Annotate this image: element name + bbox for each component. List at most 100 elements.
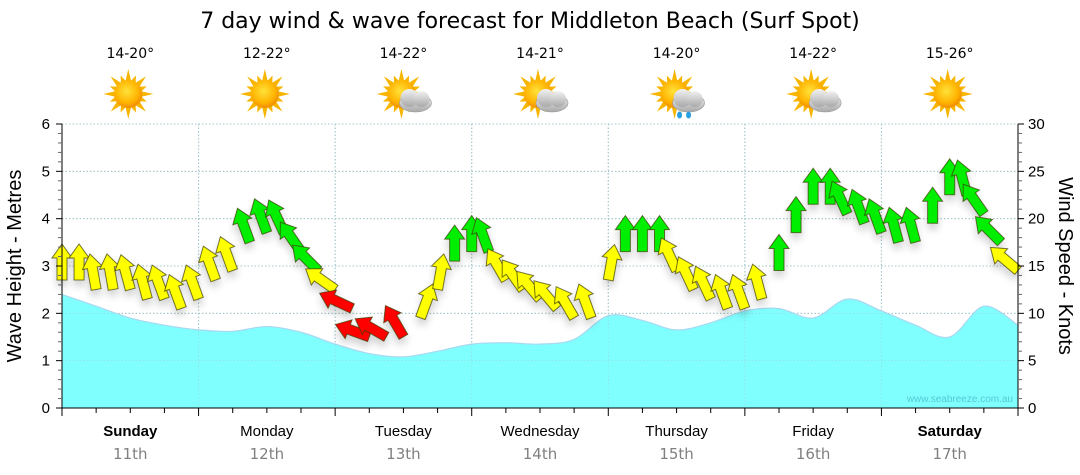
temperature-range: 14-22° bbox=[789, 46, 837, 62]
day-forecast: 14-20° bbox=[649, 46, 705, 119]
wave-area bbox=[62, 294, 1018, 408]
cloud bbox=[399, 89, 432, 113]
wind-arrow bbox=[785, 195, 808, 234]
temperature-range: 15-26° bbox=[926, 46, 974, 62]
sunny-icon bbox=[922, 69, 973, 119]
x-date-label: 13th bbox=[386, 445, 420, 463]
wind-arrow bbox=[232, 207, 256, 245]
sunny-icon bbox=[239, 69, 290, 119]
x-day-label: Wednesday bbox=[501, 423, 580, 440]
sun-ray bbox=[239, 91, 253, 97]
sun-ray bbox=[398, 106, 405, 119]
wind-arrow bbox=[98, 253, 121, 291]
wind-arrow bbox=[710, 273, 734, 311]
wind-arrow bbox=[691, 265, 716, 302]
sun-ray bbox=[808, 106, 815, 119]
day-forecast: 14-22° bbox=[376, 46, 432, 119]
temperature-range: 14-22° bbox=[380, 46, 428, 62]
y-axis-label-right: Wind Speed - Knots bbox=[1054, 177, 1076, 355]
y-tick-label-left: 5 bbox=[42, 163, 50, 180]
x-date-label: 15th bbox=[659, 445, 693, 463]
daily-weather-header: 14-20° 12-22° 14-22° 14-21° 14-20° 14-22° 15-2… bbox=[103, 46, 974, 119]
y-tick-label-right: 20 bbox=[1028, 211, 1045, 228]
wind-arrow bbox=[292, 244, 323, 275]
wind-arrow bbox=[180, 264, 204, 302]
y-tick-label-right: 15 bbox=[1028, 258, 1045, 275]
x-day-label: Tuesday bbox=[375, 423, 432, 440]
sun-ray bbox=[261, 106, 268, 119]
sun-ray bbox=[944, 69, 951, 82]
wind-arrow bbox=[163, 273, 187, 311]
wind-arrow bbox=[727, 273, 751, 311]
wind-arrow bbox=[553, 285, 580, 322]
y-tick-label-left: 6 bbox=[42, 116, 50, 133]
cloud-puff bbox=[550, 91, 566, 107]
sun-ray bbox=[535, 69, 541, 82]
sun-ray bbox=[276, 91, 290, 97]
sun-ray bbox=[103, 91, 117, 97]
y-tick-label-left: 1 bbox=[42, 353, 50, 370]
wind-arrow bbox=[974, 216, 1006, 247]
wind-arrow bbox=[383, 304, 409, 340]
sun-ray bbox=[786, 91, 800, 97]
temperature-range: 12-22° bbox=[243, 46, 291, 62]
y-tick-label-left: 2 bbox=[42, 305, 50, 322]
sun-ray bbox=[140, 91, 154, 97]
wind-arrow bbox=[846, 188, 870, 226]
wind-arrow bbox=[745, 263, 768, 301]
y-axis-label-left: Wave Height - Metres bbox=[4, 170, 26, 363]
wind-arrow bbox=[443, 224, 466, 262]
cloud-puff bbox=[686, 91, 703, 107]
sun-ray bbox=[671, 106, 678, 119]
wind-series bbox=[51, 157, 1022, 343]
cloud-puff bbox=[823, 91, 840, 107]
wind-arrow bbox=[828, 180, 853, 217]
y-tick-label-left: 4 bbox=[42, 211, 50, 228]
sun-ray bbox=[125, 69, 132, 82]
wind-arrow bbox=[354, 316, 390, 342]
chart-title: 7 day wind & wave forecast for Middleton… bbox=[200, 9, 860, 34]
wind-arrow bbox=[68, 243, 91, 281]
sun-ray bbox=[513, 91, 526, 97]
wind-arrow bbox=[249, 198, 273, 236]
wind-arrow bbox=[415, 283, 439, 321]
wind-arrow bbox=[614, 214, 637, 253]
sun-disc bbox=[933, 80, 962, 108]
partly-cloudy-icon bbox=[376, 69, 432, 119]
cloud-puff bbox=[810, 89, 829, 107]
wind-arrow bbox=[573, 283, 597, 321]
day-forecast: 15-26° bbox=[922, 46, 974, 119]
wave-line bbox=[61, 293, 1019, 358]
wind-arrow bbox=[318, 289, 355, 314]
x-date-label: 11th bbox=[113, 445, 147, 463]
wind-arrow bbox=[146, 264, 170, 302]
sunny-icon bbox=[103, 69, 154, 119]
wind-arrow bbox=[768, 233, 790, 272]
watermark: www.seabreeze.com.au bbox=[906, 394, 1013, 405]
cloud bbox=[672, 89, 705, 113]
y-tick-label-right: 0 bbox=[1028, 400, 1036, 417]
cloud-puff bbox=[537, 89, 555, 107]
y-tick-label-right: 30 bbox=[1028, 116, 1045, 133]
cloud bbox=[535, 89, 569, 113]
x-date-label: 12th bbox=[250, 445, 284, 463]
day-forecast: 14-21° bbox=[513, 46, 569, 119]
wind-arrow bbox=[899, 206, 922, 245]
sun-ray bbox=[944, 106, 951, 119]
partly-cloudy-icon bbox=[513, 69, 569, 119]
y-tick-label-right: 25 bbox=[1028, 163, 1045, 180]
sun-ray bbox=[376, 91, 390, 97]
y-tick-label-left: 0 bbox=[42, 400, 50, 417]
x-date-label: 17th bbox=[932, 445, 966, 463]
showers-icon bbox=[649, 69, 705, 119]
x-axis-day-labels: Sunday 11th Monday 12th Tuesday 13th Wednesday… bbox=[103, 423, 982, 463]
cloud-puff bbox=[673, 89, 692, 107]
sun-ray bbox=[922, 91, 936, 97]
x-day-label: Friday bbox=[792, 423, 834, 440]
wind-arrow bbox=[471, 216, 495, 254]
day-forecast: 14-22° bbox=[786, 46, 842, 119]
day-forecast: 14-20° bbox=[103, 46, 154, 119]
temperature-range: 14-20° bbox=[653, 46, 701, 62]
y-tick-label-right: 10 bbox=[1028, 305, 1045, 322]
